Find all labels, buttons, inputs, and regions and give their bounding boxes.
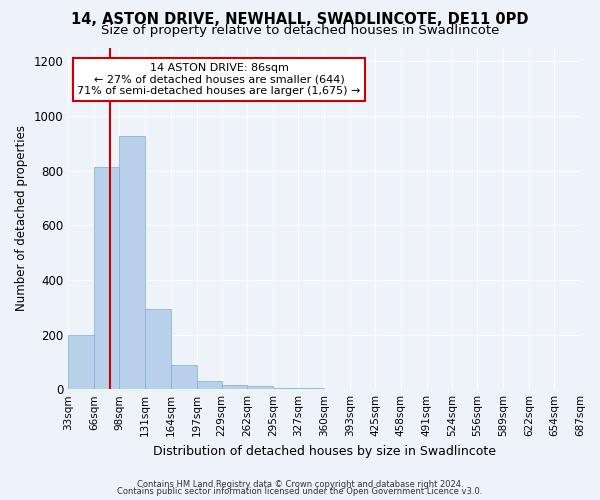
Bar: [94, 167, 119, 389]
Text: Contains HM Land Registry data © Crown copyright and database right 2024.: Contains HM Land Registry data © Crown c…: [137, 480, 463, 489]
Text: Contains public sector information licensed under the Open Government Licence v3: Contains public sector information licen…: [118, 487, 482, 496]
Bar: [221, 384, 247, 389]
Bar: [68, 336, 94, 389]
Bar: [145, 308, 170, 389]
Y-axis label: Number of detached properties: Number of detached properties: [15, 126, 28, 312]
X-axis label: Distribution of detached houses by size in Swadlincote: Distribution of detached houses by size …: [152, 444, 496, 458]
Bar: [119, 136, 145, 389]
Bar: [324, 388, 350, 389]
Text: Size of property relative to detached houses in Swadlincote: Size of property relative to detached ho…: [101, 24, 499, 37]
Bar: [197, 381, 221, 389]
Bar: [247, 386, 273, 389]
Bar: [273, 388, 298, 389]
Bar: [298, 388, 324, 389]
Bar: [170, 364, 197, 389]
Text: 14, ASTON DRIVE, NEWHALL, SWADLINCOTE, DE11 0PD: 14, ASTON DRIVE, NEWHALL, SWADLINCOTE, D…: [71, 12, 529, 28]
Text: 14 ASTON DRIVE: 86sqm
← 27% of detached houses are smaller (644)
71% of semi-det: 14 ASTON DRIVE: 86sqm ← 27% of detached …: [77, 63, 361, 96]
